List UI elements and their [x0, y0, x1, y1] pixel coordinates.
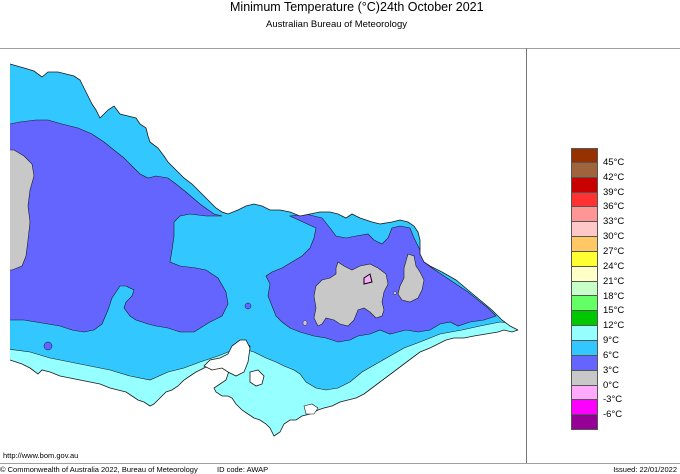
- legend-swatch: [571, 148, 598, 163]
- legend-label: 6°C: [603, 349, 619, 361]
- legend-label: 36°C: [603, 201, 625, 213]
- legend-swatch: [571, 415, 598, 431]
- victoria-temperature-map: [9, 63, 519, 437]
- map-panel: [0, 48, 527, 463]
- map-date: 24th October 2021: [380, 0, 484, 14]
- legend-label: 42°C: [603, 171, 625, 183]
- legend-swatch: [571, 162, 598, 178]
- issued-date: Issued: 22/01/2022: [613, 465, 677, 474]
- legend-swatch: [571, 207, 598, 223]
- legend-swatch: [571, 296, 598, 312]
- legend-label: 9°C: [603, 335, 619, 347]
- legend-label: -6°C: [603, 409, 623, 421]
- legend-label: 12°C: [603, 320, 625, 332]
- legend-label: -3°C: [603, 394, 623, 406]
- legend-swatch: [571, 311, 598, 327]
- legend-swatch: [571, 370, 598, 386]
- map-subtitle: Australian Bureau of Meteorology: [266, 19, 407, 30]
- legend-label: 39°C: [603, 186, 625, 198]
- legend-label: 27°C: [603, 245, 625, 257]
- legend-label: 21°C: [603, 275, 625, 287]
- legend-label: 0°C: [603, 379, 619, 391]
- temperature-contours: [10, 64, 518, 436]
- legend-swatch: [571, 251, 598, 267]
- legend-swatch: [571, 281, 598, 297]
- legend-label: 3°C: [603, 364, 619, 376]
- legend-label: 30°C: [603, 231, 625, 243]
- legend-swatch: [571, 385, 598, 401]
- western-port: [249, 369, 265, 387]
- map-title: Minimum Temperature (°C): [230, 0, 380, 14]
- legend-label: 45°C: [603, 156, 625, 168]
- color-legend: [571, 148, 598, 431]
- map-title-bar: Minimum Temperature (°C) 24th October 20…: [0, 0, 680, 16]
- legend-swatch: [571, 177, 598, 193]
- legend-label: 24°C: [603, 260, 625, 272]
- copyright-text: © Commonwealth of Australia 2022, Bureau…: [0, 465, 198, 474]
- legend-swatch: [571, 222, 598, 238]
- map-frame: [0, 48, 680, 464]
- legend-label: 15°C: [603, 305, 625, 317]
- port-phillip-bay: [203, 339, 251, 377]
- legend-swatch: [571, 237, 598, 252]
- legend-swatch: [571, 266, 598, 282]
- legend-label: 33°C: [603, 216, 625, 228]
- legend-swatch: [571, 340, 598, 356]
- legend-swatch: [571, 192, 598, 208]
- legend-swatch: [571, 326, 598, 341]
- legend-swatch: [571, 355, 598, 371]
- id-code: ID code: AWAP: [217, 465, 269, 474]
- bom-url[interactable]: http://www.bom.gov.au: [3, 451, 79, 460]
- legend-label: 18°C: [603, 290, 625, 302]
- legend-swatch: [571, 400, 598, 416]
